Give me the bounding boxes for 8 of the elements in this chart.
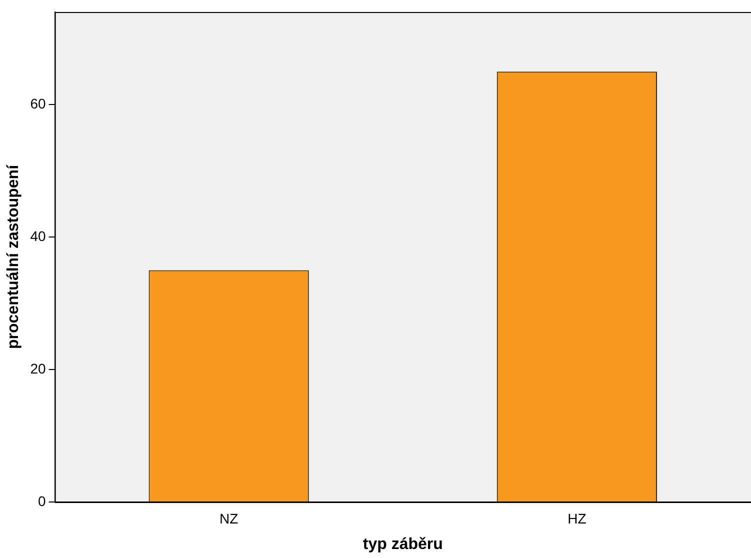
y-tick-label: 40 — [30, 228, 46, 244]
y-tick-label: 0 — [38, 492, 46, 509]
y-tick-label: 60 — [30, 96, 46, 112]
y-axis-title: procentuální zastoupení — [5, 164, 22, 350]
x-tick-label: HZ — [568, 510, 587, 526]
y-tick-label: 20 — [30, 360, 46, 376]
x-tick-label: NZ — [219, 510, 239, 526]
x-axis-title: typ záběru — [362, 536, 443, 553]
